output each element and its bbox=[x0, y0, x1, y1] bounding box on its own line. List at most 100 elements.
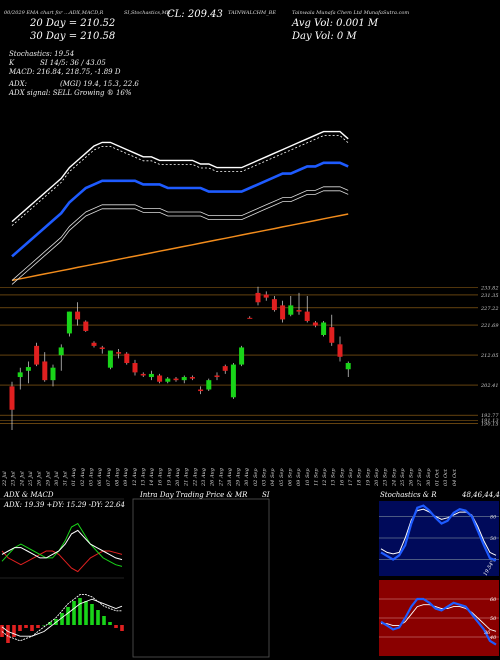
si-label: SI 14/5: 36 / 43.05 bbox=[40, 59, 106, 67]
macd-signal-line bbox=[1, 598, 123, 637]
candle-body bbox=[75, 311, 81, 320]
x-tick-label: 01 Oct bbox=[435, 468, 441, 486]
candle-body bbox=[165, 378, 171, 382]
day-vol-label: Day Vol: 0 M bbox=[292, 31, 357, 42]
x-tick-label: 29 Jul bbox=[45, 471, 51, 487]
close-price: CL: 209.43 bbox=[167, 9, 223, 20]
macd-hist-bar bbox=[12, 625, 16, 637]
candle-body bbox=[321, 322, 327, 335]
x-tick-label: 19 Aug bbox=[166, 468, 172, 486]
macd-hist-bar bbox=[78, 598, 82, 625]
price-level-label: 192.77 bbox=[481, 413, 499, 419]
candle-body bbox=[312, 322, 318, 326]
x-tick-label: 19 Sep bbox=[365, 468, 371, 486]
x-tick-label: 09 Sep bbox=[296, 468, 302, 486]
candle-body bbox=[280, 305, 286, 320]
x-tick-label: 26 Sep bbox=[409, 468, 415, 487]
candle-body bbox=[296, 310, 302, 312]
price-level-label: 190.15 bbox=[481, 421, 499, 427]
stochastics-label: Stochastics: 19.54 bbox=[9, 50, 75, 58]
adx-panel-title: ADX & MACD bbox=[4, 491, 54, 499]
macd-hist-bar bbox=[36, 625, 40, 628]
candle-body bbox=[255, 292, 261, 303]
x-tick-label: 03 Oct bbox=[443, 468, 449, 486]
candle-body bbox=[99, 347, 105, 349]
intraday-panel-box bbox=[132, 498, 270, 658]
x-tick-label: 17 Sep bbox=[348, 468, 354, 486]
macd-hist-bar bbox=[90, 604, 94, 625]
macd-hist-bar bbox=[48, 622, 52, 625]
candle-body bbox=[66, 311, 72, 334]
candle-body bbox=[173, 378, 179, 381]
stoch-level-label: 20 bbox=[489, 558, 497, 564]
x-tick-label: 07 Aug bbox=[106, 468, 112, 486]
candle-body bbox=[247, 317, 253, 319]
x-tick-label: 12 Aug bbox=[132, 468, 138, 486]
macd-hist-bar bbox=[120, 625, 124, 631]
ema-20-line bbox=[11, 161, 349, 258]
x-tick-label: 22 Aug bbox=[192, 468, 198, 487]
macd-hist-bar bbox=[84, 601, 88, 625]
adx-signal-label: ADX signal: SELL Growing ® 16% bbox=[9, 89, 132, 97]
si-level-label: 50 bbox=[490, 616, 497, 622]
price-level-label: 233.82 bbox=[480, 285, 499, 291]
candle-body bbox=[271, 299, 277, 311]
x-tick-label: 20 Sep bbox=[374, 468, 380, 487]
price-level-label: 221.69 bbox=[480, 323, 499, 329]
si-level-label: 60 bbox=[490, 597, 497, 603]
candle-body bbox=[83, 321, 89, 331]
macd-label: MACD: 216.84, 218.75, -1.89 D bbox=[9, 68, 121, 76]
macd-hist-bar bbox=[6, 625, 10, 643]
ema-long-line bbox=[11, 213, 349, 282]
x-tick-label: 30 Jul bbox=[54, 471, 60, 486]
minus-di-line bbox=[1, 550, 123, 573]
candle-body bbox=[230, 364, 236, 398]
x-tick-label: 18 Sep bbox=[357, 468, 363, 486]
price-level-label: 191.13 bbox=[481, 418, 499, 424]
x-tick-label: 25 Jul bbox=[28, 471, 34, 487]
si-level-label: 40 bbox=[489, 635, 497, 641]
x-tick-label: 02 Aug bbox=[80, 468, 86, 486]
x-tick-label: 09 Aug bbox=[123, 468, 129, 486]
x-tick-label: 01 Aug bbox=[71, 468, 77, 486]
macd-hist-bar bbox=[24, 625, 28, 628]
x-tick-label: 21 Aug bbox=[184, 468, 190, 487]
x-tick-label: 30 Sep bbox=[426, 468, 432, 486]
x-tick-label: 12 Sep bbox=[322, 468, 328, 486]
candle-body bbox=[222, 366, 228, 371]
x-tick-label: 16 Sep bbox=[339, 468, 345, 486]
stoch-level-label: 80 bbox=[490, 514, 497, 520]
candle-body bbox=[288, 305, 294, 315]
x-tick-label: 06 Sep bbox=[287, 468, 293, 486]
adx-label: ADX: bbox=[9, 80, 28, 88]
candle-body bbox=[34, 345, 40, 365]
price-level-label: 231.35 bbox=[480, 293, 499, 299]
stoch-panel-bg bbox=[379, 501, 499, 576]
candle-body bbox=[17, 372, 23, 378]
candle-body bbox=[9, 386, 15, 410]
candle-body bbox=[157, 375, 163, 382]
x-tick-label: 03 Sep bbox=[262, 468, 268, 486]
band-mid-line bbox=[11, 186, 349, 281]
x-tick-label: 02 Sep bbox=[253, 468, 259, 486]
x-tick-label: 28 Aug bbox=[227, 468, 233, 487]
x-tick-label: 27 Aug bbox=[218, 468, 224, 487]
x-tick-label: 31 Jul bbox=[63, 471, 69, 486]
stoch-k-label: K bbox=[9, 59, 15, 67]
candle-body bbox=[345, 363, 351, 370]
macd-hist-bar bbox=[72, 601, 76, 625]
price-line bbox=[11, 130, 349, 223]
candle-body bbox=[198, 389, 204, 392]
x-tick-label: 23 Sep bbox=[383, 468, 389, 487]
intraday-panel-title: Intra Day Trading Price & MR bbox=[140, 491, 248, 499]
x-tick-label: 04 Sep bbox=[270, 468, 276, 486]
stoch-link-label: SI,Stochastics,MR bbox=[124, 10, 171, 16]
candle-body bbox=[124, 353, 130, 364]
x-tick-label: 30 Aug bbox=[244, 468, 250, 486]
candle-body bbox=[58, 347, 64, 356]
candle-body bbox=[107, 350, 113, 368]
symbol-label: TAINWALCHM_BE bbox=[228, 10, 276, 16]
macd-hist-bar bbox=[102, 616, 106, 625]
candle-body bbox=[91, 342, 97, 346]
stoch-panel-si-label: 48,46,44,45,50,56,60,60,58,55,54,56,58,5… bbox=[462, 491, 500, 499]
